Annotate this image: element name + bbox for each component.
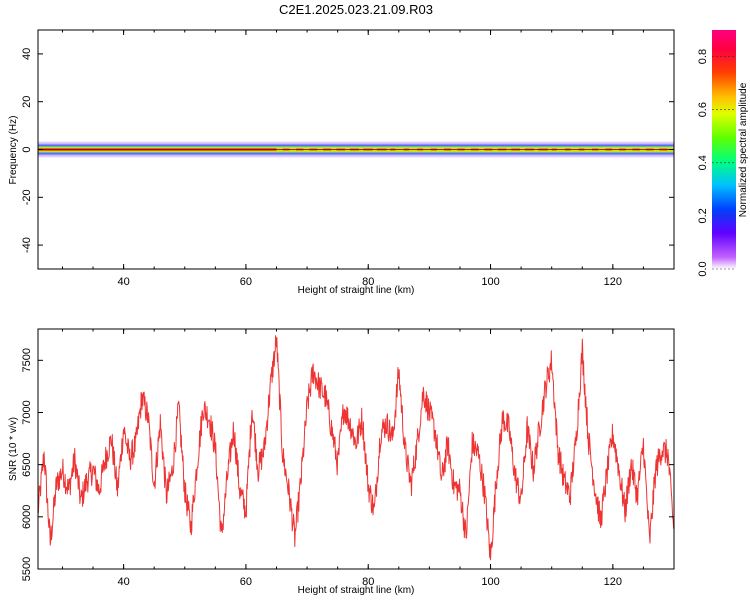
snr-y-tick-label: 6000 <box>21 505 33 529</box>
snr-y-tick-label: 7000 <box>21 400 33 424</box>
colorbar-tick-label: 0.6 <box>697 102 709 117</box>
spectrogram-x-tick-label: 40 <box>117 276 129 288</box>
snr-panel: 40 60 80 100 120 5500 6000 6500 7000 7500 Height… <box>8 328 675 596</box>
spectrogram-y-tick-label: -40 <box>21 237 33 253</box>
colorbar-tick-label: 0.2 <box>697 208 709 223</box>
snr-y-tick-label: 5500 <box>21 557 33 581</box>
snr-y-label: SNR (10 * v/v) <box>8 417 19 481</box>
colorbar-tick-label: 0.8 <box>697 49 709 64</box>
snr-y-ticks: 5500 6000 6500 7000 7500 <box>21 348 674 581</box>
spectrogram-x-tick-label: 60 <box>240 276 252 288</box>
snr-x-tick-label: 60 <box>240 576 252 588</box>
spectrogram-panel: 40 60 80 100 120 -40 -20 0 20 40 Height of strai… <box>8 29 675 296</box>
spectrogram-x-tick-label: 80 <box>362 276 374 288</box>
snr-line <box>38 335 674 561</box>
colorbar-tick-label: 0.0 <box>697 261 709 276</box>
spectrogram-x-tick-label: 100 <box>481 276 499 288</box>
spectrogram-band <box>38 141 674 158</box>
spectrogram-y-label: Frequency (Hz) <box>8 116 19 185</box>
snr-y-tick-label: 6500 <box>21 452 33 476</box>
colorbar-label: Normalized spectral amplitude <box>738 82 749 217</box>
spectrogram-y-tick-label: 20 <box>21 96 33 108</box>
spectrogram-x-tick-label: 120 <box>604 276 622 288</box>
spectrogram-y-tick-label: -20 <box>21 189 33 205</box>
colorbar-gradient <box>712 30 736 269</box>
snr-x-tick-label: 80 <box>362 576 374 588</box>
colorbar-ticks: 0.0 0.2 0.4 0.6 0.8 <box>697 49 736 277</box>
snr-x-tick-label: 40 <box>117 576 129 588</box>
figure-title: C2E1.2025.023.21.09.R03 <box>279 2 433 17</box>
spectrogram-y-tick-label: 40 <box>21 48 33 60</box>
snr-x-tick-label: 100 <box>481 576 499 588</box>
snr-frame <box>37 328 675 570</box>
spectrogram-x-ticks: 40 60 80 100 120 <box>61 30 675 288</box>
snr-x-ticks: 40 60 80 100 120 <box>61 329 675 588</box>
snr-y-tick-label: 7500 <box>21 348 33 372</box>
snr-x-tick-label: 120 <box>604 576 622 588</box>
colorbar: 0.0 0.2 0.4 0.6 0.8 Normalized spectral ampl… <box>697 30 749 277</box>
spectrogram-y-tick-label: 0 <box>21 146 33 152</box>
colorbar-tick-label: 0.4 <box>697 155 709 170</box>
snr-x-label: Height of straight line (km) <box>298 585 415 596</box>
spectrogram-x-label: Height of straight line (km) <box>298 285 415 296</box>
spectrogram-y-ticks: -40 -20 0 20 40 <box>21 48 674 253</box>
